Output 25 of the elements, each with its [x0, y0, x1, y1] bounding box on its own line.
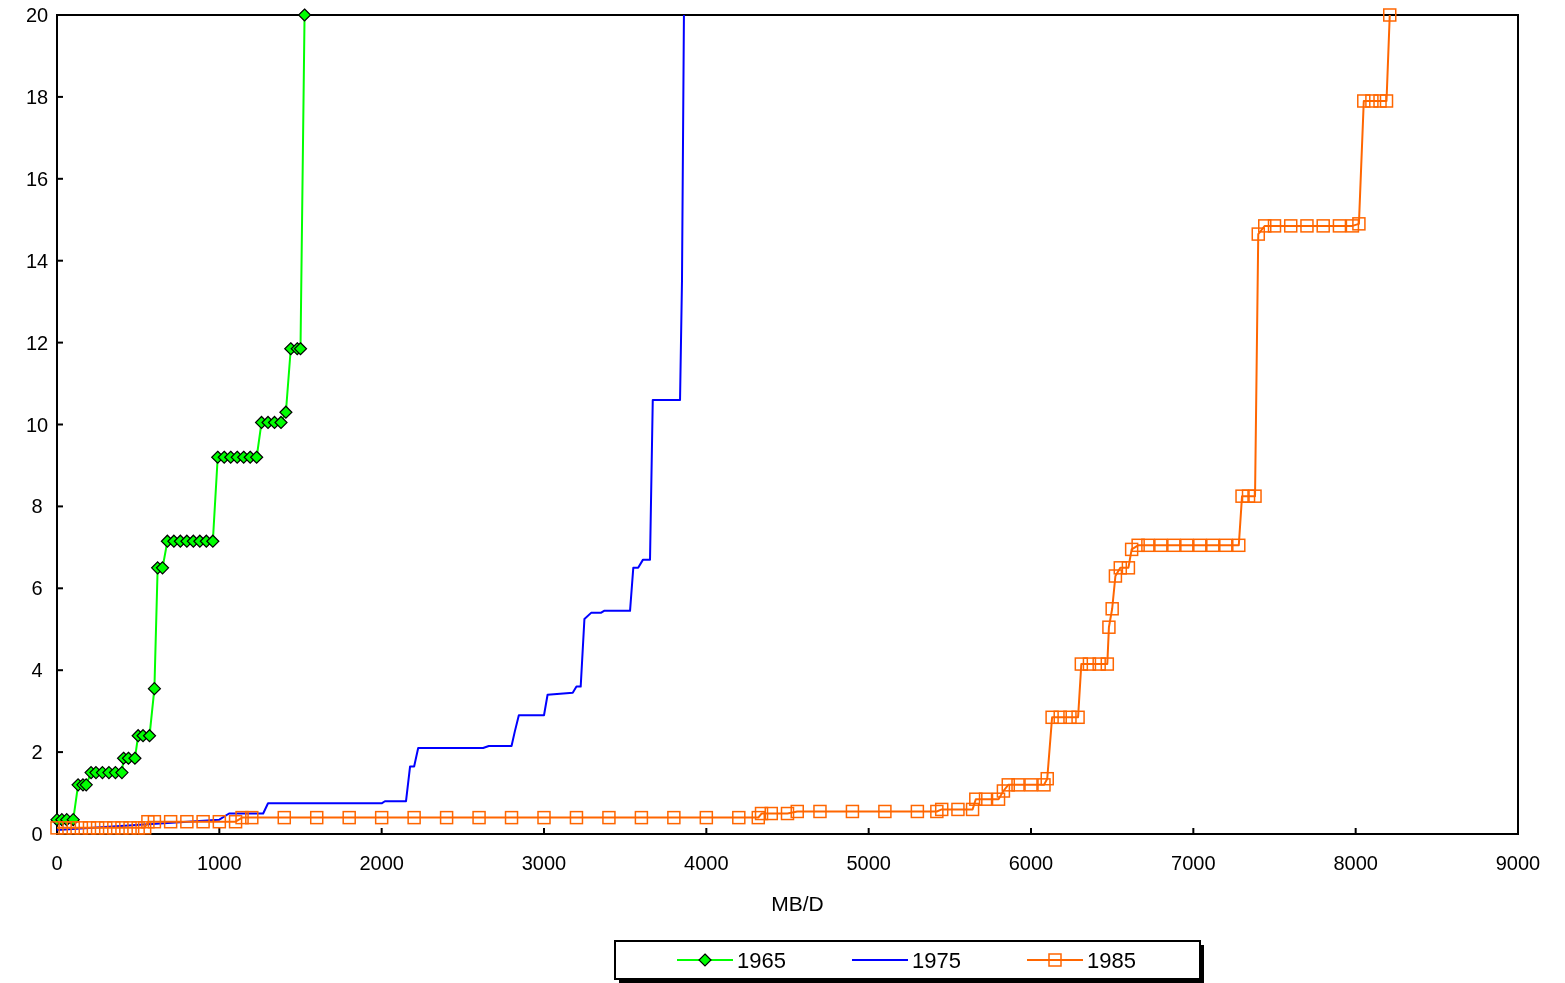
y-tick-label: 10 [25, 413, 49, 436]
legend-label: 1975 [912, 947, 961, 973]
x-tick-label: 4000 [684, 852, 729, 874]
y-tick-label: 0 [31, 823, 43, 845]
y-tick-label: 6 [31, 577, 43, 600]
x-tick-label: 3000 [521, 852, 567, 874]
x-axis-title: MB/D [771, 892, 824, 915]
y-tick-label: 16 [25, 167, 49, 190]
x-tick-label: 9000 [1495, 852, 1541, 874]
x-tick-label: 1000 [197, 852, 242, 874]
y-tick-label: 2 [31, 741, 43, 764]
legend-label: 1985 [1087, 947, 1136, 973]
y-tick-label: 18 [25, 85, 49, 108]
y-tick-label: 14 [25, 249, 49, 272]
x-tick-label: 8000 [1333, 852, 1378, 874]
x-tick-label: 6000 [1008, 852, 1054, 874]
y-tick-label: 12 [25, 331, 49, 354]
x-tick-label: 0 [51, 852, 63, 874]
y-tick-label: 4 [31, 659, 43, 682]
x-tick-label: 5000 [846, 852, 891, 874]
y-tick-label: 8 [31, 495, 43, 518]
legend-label: 1965 [737, 947, 786, 973]
y-tick-label: 20 [25, 4, 49, 26]
x-tick-label: 2000 [359, 852, 404, 874]
x-tick-label: 7000 [1171, 852, 1216, 874]
